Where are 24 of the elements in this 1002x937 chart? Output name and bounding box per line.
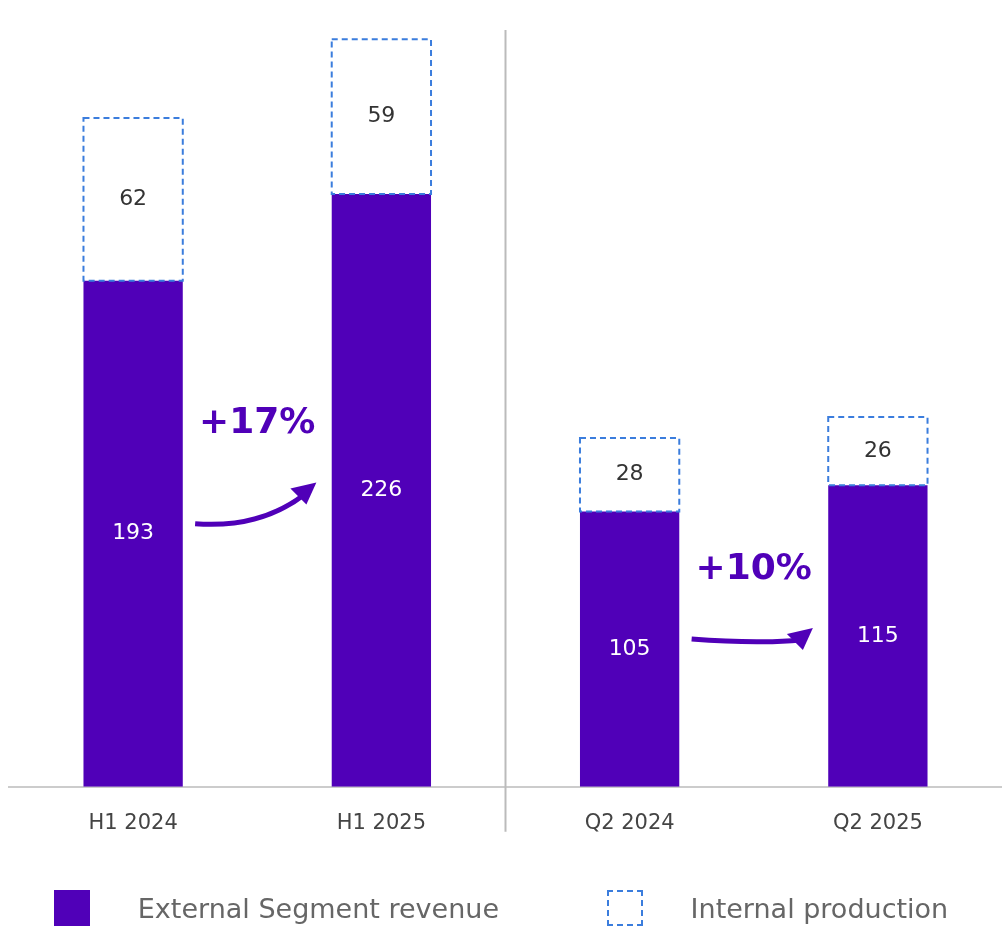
data-label: 193	[112, 519, 155, 545]
legend-label: Internal production	[690, 892, 949, 924]
x-tick-label: H1 2024	[88, 809, 178, 834]
data-label: 59	[367, 102, 396, 128]
x-tick-label: Q2 2025	[832, 809, 923, 834]
bar	[330, 38, 433, 196]
bar	[82, 117, 184, 282]
x-tick-label: H1 2025	[336, 809, 427, 834]
data-label: 62	[119, 185, 148, 211]
bar	[83, 280, 183, 787]
bar	[578, 436, 681, 513]
bar	[331, 194, 432, 787]
legend-label: External Segment revenue	[137, 892, 500, 924]
data-label: 28	[615, 460, 644, 486]
x-tick-label: Q2 2024	[584, 809, 675, 834]
data-label: 26	[863, 436, 892, 462]
data-label: 105	[608, 634, 651, 660]
annotation: +17%	[199, 399, 316, 441]
bar	[828, 485, 928, 787]
data-label: 115	[856, 621, 899, 647]
annotation: +10%	[695, 545, 812, 587]
bar	[827, 416, 929, 487]
bar	[579, 511, 680, 787]
data-label: 226	[360, 476, 403, 502]
